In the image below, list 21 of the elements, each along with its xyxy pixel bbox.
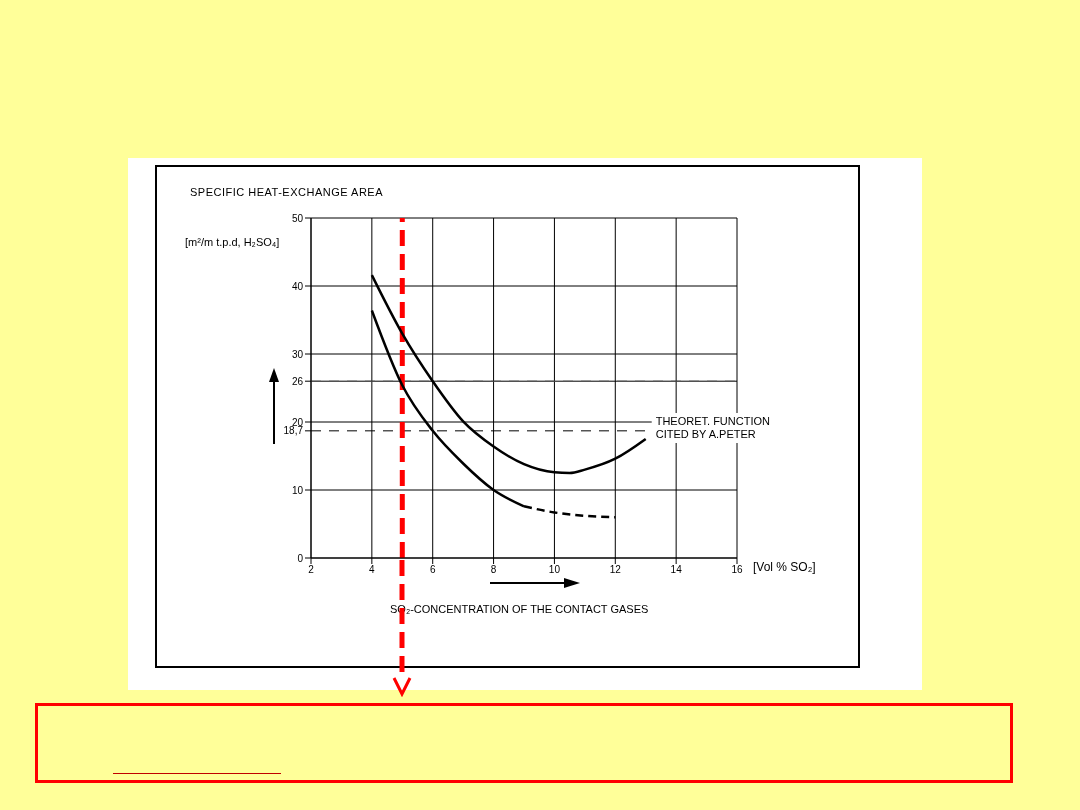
x-tick-label: 8 xyxy=(490,564,497,576)
x-tick-label: 10 xyxy=(548,564,561,576)
y-tick-label: 50 xyxy=(291,212,304,224)
y-tick-label: 30 xyxy=(291,348,304,360)
x-tick-label: 6 xyxy=(429,564,436,576)
y-tick-label: 0 xyxy=(297,552,304,564)
x-tick-label: 12 xyxy=(609,564,622,576)
x-tick-label: 2 xyxy=(308,564,315,576)
y-tick-label: 18,7 xyxy=(283,425,304,437)
y-tick-label: 40 xyxy=(291,280,304,292)
text: [Vol % SO₂] xyxy=(753,560,816,574)
x-tick-label: 14 xyxy=(670,564,683,576)
x-tick-label: 4 xyxy=(369,564,376,576)
x-tick-label: 16 xyxy=(731,564,743,576)
chart-title: SPECIFIC HEAT-EXCHANGE AREA xyxy=(190,186,384,198)
y-axis-title: [m²/m t.p.d, H₂SO₄] xyxy=(185,236,280,248)
y-tick-label: 20 xyxy=(291,416,304,428)
x-axis-title: SO₂-CONCENTRATION OF THE CONTACT GASES xyxy=(390,603,649,615)
series-label: THEORET. FUNCTION CITED BY A.PETER xyxy=(655,415,771,440)
y-tick-label: 26 xyxy=(291,375,304,387)
y-tick-label: 10 xyxy=(291,484,304,496)
